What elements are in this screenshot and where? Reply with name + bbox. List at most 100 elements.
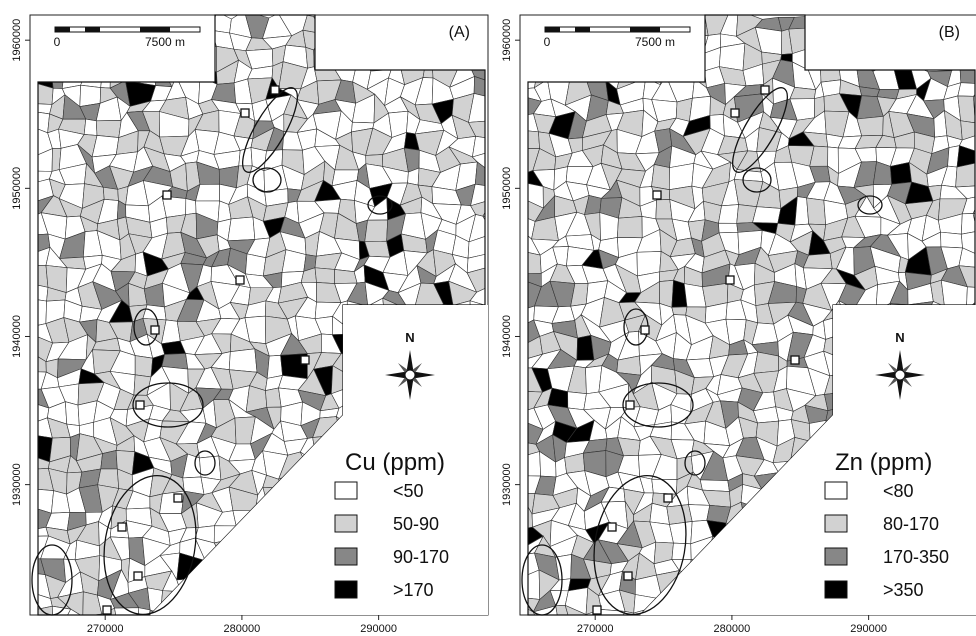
- catchment: [177, 626, 196, 636]
- catchment: [753, 207, 781, 224]
- sample-site: [118, 523, 126, 531]
- catchment: [790, 87, 816, 99]
- sample-site: [626, 401, 634, 409]
- catchment: [194, 621, 223, 636]
- north-label: N: [895, 330, 904, 345]
- panel-label: (B): [939, 24, 960, 41]
- catchment: [493, 537, 509, 557]
- legend-swatch: [335, 548, 357, 565]
- catchment: [652, 164, 670, 189]
- catchment: [775, 624, 794, 636]
- catchment: [297, 621, 313, 636]
- scale-bar: [55, 27, 200, 32]
- scale-bar-segment: [140, 27, 170, 32]
- legend-swatch: [335, 482, 357, 499]
- catchment: [84, 119, 97, 135]
- sample-site: [151, 326, 159, 334]
- y-tick-label: 1950000: [11, 167, 23, 210]
- catchment: [759, 624, 776, 636]
- catchment: [489, 81, 507, 98]
- catchment: [228, 217, 255, 241]
- catchment: [486, 98, 512, 121]
- catchment: [719, 43, 745, 70]
- sample-site: [136, 401, 144, 409]
- x-tick-label: 270000: [87, 623, 124, 635]
- catchment: [552, 624, 572, 636]
- scale-end: 7500 m: [145, 35, 185, 49]
- catchment: [493, 434, 512, 460]
- catchment: [136, 628, 153, 636]
- legend-swatch: [825, 548, 847, 565]
- catchment: [824, 622, 839, 636]
- catchment: [263, 624, 285, 636]
- legend-title: Cu (ppm): [345, 449, 445, 476]
- catchment: [449, 622, 472, 636]
- catchment: [857, 116, 883, 135]
- sample-site: [731, 109, 739, 117]
- catchment: [669, 163, 694, 189]
- catchment: [905, 626, 926, 636]
- catchment: [146, 630, 168, 636]
- sample-site: [791, 356, 799, 364]
- y-tick-label: 1930000: [11, 463, 23, 506]
- north-arrow: [895, 370, 905, 380]
- sample-site: [134, 572, 142, 580]
- catchment: [652, 626, 672, 636]
- catchment: [888, 625, 910, 636]
- legend-title: Zn (ppm): [835, 449, 932, 476]
- legend-label: >350: [883, 580, 924, 600]
- catchment: [485, 586, 511, 615]
- sample-site: [624, 572, 632, 580]
- catchment: [754, 352, 779, 373]
- y-tick-label: 1960000: [11, 19, 23, 62]
- catchment: [700, 480, 729, 492]
- catchment: [488, 554, 508, 576]
- x-tick-label: 280000: [714, 623, 751, 635]
- legend-label: >170: [393, 580, 434, 600]
- sample-site: [301, 356, 309, 364]
- catchment: [400, 626, 419, 636]
- catchment: [486, 253, 507, 273]
- catchment: [473, 614, 491, 627]
- catchment: [365, 220, 388, 242]
- catchment: [167, 626, 183, 636]
- scale-bar-segment: [85, 27, 100, 32]
- sample-site: [174, 494, 182, 502]
- catchment: [806, 625, 827, 636]
- scale-start: 0: [544, 35, 551, 49]
- catchment: [718, 223, 737, 233]
- catchment: [80, 85, 101, 106]
- sample-site: [726, 276, 734, 284]
- catchment: [672, 543, 691, 559]
- figure: 2700002800002900001960000195000019400001…: [0, 0, 976, 636]
- scale-bar-segment: [55, 27, 70, 32]
- catchment: [667, 505, 692, 525]
- catchment: [229, 349, 257, 372]
- catchment: [45, 621, 66, 636]
- catchment: [101, 450, 118, 469]
- catchment: [103, 187, 118, 200]
- north-label: N: [405, 330, 414, 345]
- catchment: [656, 199, 672, 219]
- catchment: [92, 135, 119, 156]
- legend-label: <80: [883, 481, 914, 501]
- catchment: [618, 624, 643, 636]
- sample-site: [236, 276, 244, 284]
- sample-site: [641, 326, 649, 334]
- catchment: [402, 616, 419, 627]
- catchment: [96, 120, 121, 137]
- catchment: [958, 96, 975, 123]
- catchment: [27, 621, 53, 636]
- catchment: [489, 372, 511, 388]
- sample-site: [103, 606, 111, 614]
- sample-site: [163, 191, 171, 199]
- x-tick-label: 290000: [360, 623, 397, 635]
- catchment: [135, 356, 153, 377]
- y-tick-label: 1950000: [501, 167, 513, 210]
- catchment: [617, 216, 642, 237]
- catchment: [199, 456, 220, 480]
- scale-bar-segment: [545, 27, 560, 32]
- catchment: [417, 627, 433, 636]
